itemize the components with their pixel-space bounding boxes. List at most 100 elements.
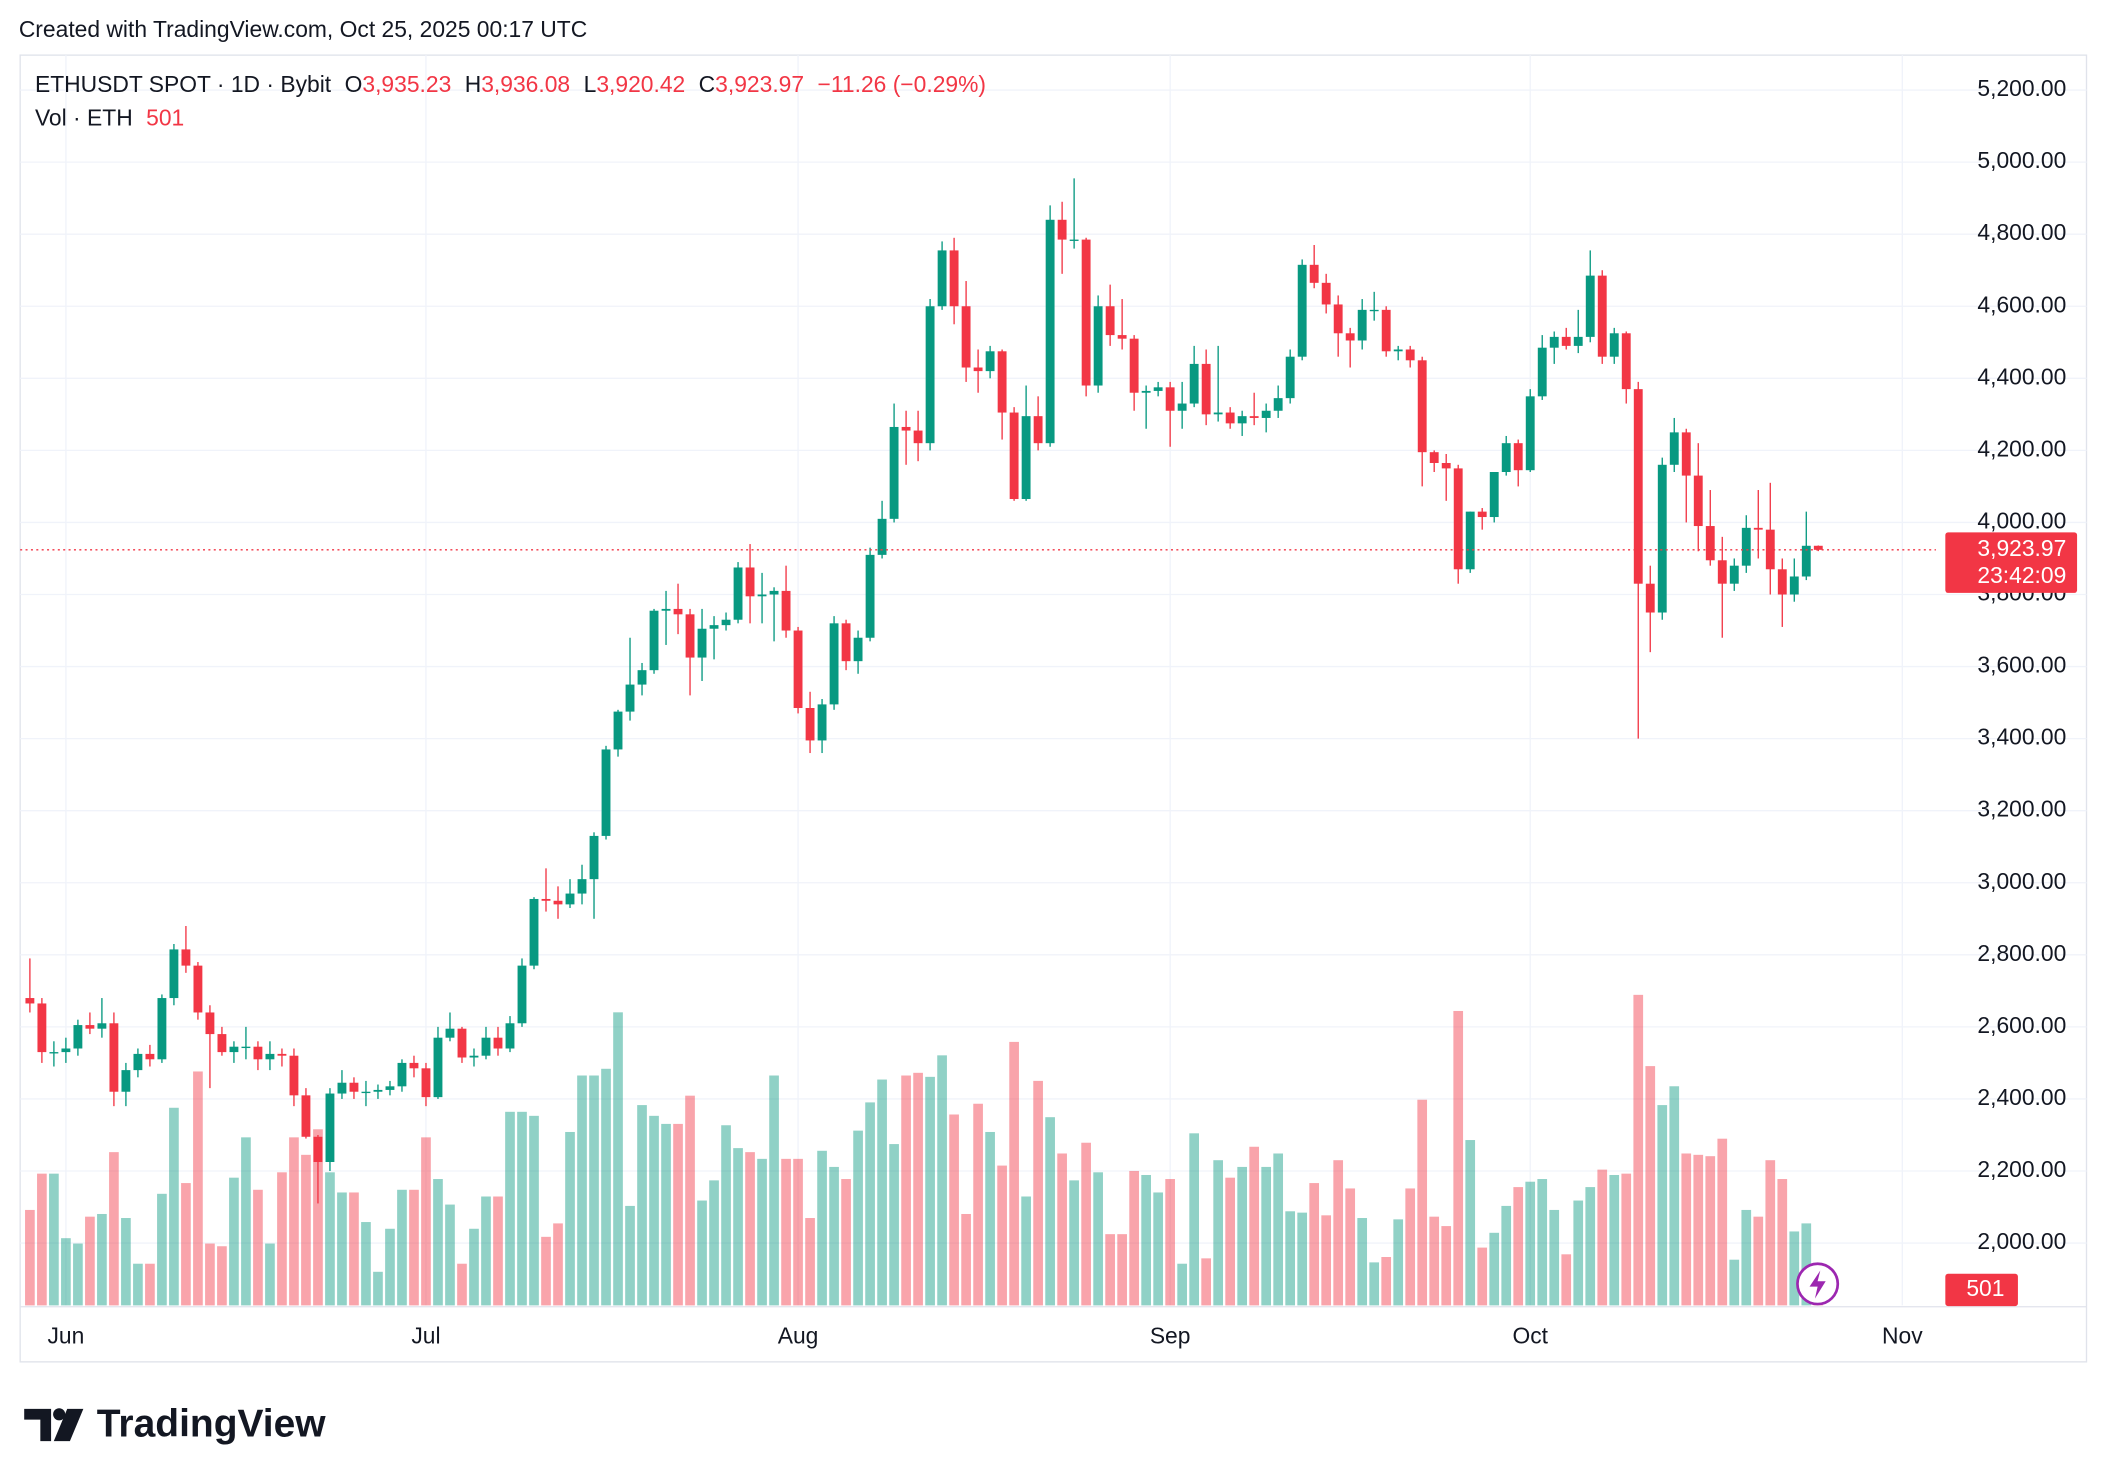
volume-bar	[1117, 1234, 1127, 1306]
candle-body	[1153, 387, 1163, 391]
y-tick-label: 4,800.00	[1977, 219, 2066, 245]
legend-item: H	[465, 71, 481, 97]
volume-bar	[1177, 1263, 1187, 1306]
volume-bar	[625, 1205, 635, 1306]
candle-body	[781, 590, 791, 631]
volume-bar	[985, 1131, 995, 1306]
candle-body	[1705, 526, 1715, 561]
volume-bar	[289, 1137, 299, 1306]
candle-body	[1609, 333, 1619, 357]
volume-bar	[481, 1196, 491, 1306]
candle-body	[133, 1053, 143, 1071]
volume-bar	[25, 1209, 35, 1306]
volume-bar	[301, 1154, 311, 1306]
y-tick-label: 4,400.00	[1977, 363, 2066, 389]
candle-body	[361, 1091, 371, 1094]
candle-body	[1285, 356, 1295, 399]
candle-body	[1753, 527, 1763, 530]
candle-body	[877, 518, 887, 555]
volume-bar	[1321, 1215, 1332, 1306]
last-volume-label: 501	[1966, 1275, 2004, 1301]
candle-body	[1513, 443, 1523, 471]
legend-item: O	[345, 71, 363, 97]
volume-bar	[877, 1079, 887, 1306]
volume-bar	[565, 1131, 575, 1306]
volume-bar	[349, 1192, 359, 1306]
volume-bar	[961, 1213, 971, 1306]
volume-bar	[505, 1111, 515, 1306]
volume-bar	[1129, 1170, 1139, 1306]
countdown: 23:42:09	[1977, 562, 2066, 588]
candle-body	[1597, 275, 1607, 357]
candle-body	[349, 1082, 359, 1092]
candle-body	[1741, 527, 1751, 566]
volume-bar	[1609, 1174, 1620, 1306]
volume-bar	[469, 1228, 479, 1306]
lightning-icon[interactable]	[1796, 1262, 1840, 1306]
candle-body	[1261, 410, 1271, 418]
candle-body	[85, 1025, 95, 1029]
volume-bar	[613, 1012, 623, 1306]
candle-body	[1393, 349, 1403, 352]
volume-bar	[1105, 1234, 1115, 1306]
volume-bar	[541, 1236, 551, 1306]
volume-bar	[1093, 1172, 1103, 1306]
candle-body	[505, 1023, 515, 1049]
candle-body	[517, 965, 527, 1024]
y-tick-label: 3,000.00	[1977, 868, 2066, 894]
volume-bar	[1513, 1187, 1524, 1306]
legend: ETHUSDT SPOT · 1D · Bybit O3,935.23 H3,936…	[35, 71, 986, 97]
candle-body	[613, 711, 623, 750]
volume-bar	[1201, 1258, 1211, 1306]
chart-frame	[19, 54, 2088, 1363]
candle-body	[853, 637, 863, 662]
volume-bar	[1765, 1160, 1776, 1306]
candle-body	[1633, 389, 1643, 584]
legend-item: 3,935.23	[362, 71, 451, 97]
candle-body	[769, 590, 779, 595]
volume-bar	[1045, 1117, 1055, 1306]
logo-part	[24, 1408, 52, 1442]
candle-body	[793, 630, 803, 709]
candle-body	[457, 1028, 467, 1058]
volume-bar	[85, 1216, 95, 1306]
volume-bar	[1213, 1160, 1223, 1306]
candle-body	[1105, 306, 1115, 336]
candle-body	[1321, 282, 1331, 305]
candle-body	[145, 1053, 155, 1060]
candle-body	[649, 610, 659, 671]
volume-bar	[1645, 1066, 1656, 1306]
volume-bar	[385, 1228, 395, 1306]
x-tick-label: Nov	[1882, 1323, 1923, 1349]
volume-bar	[1681, 1153, 1692, 1306]
volume-bar	[1069, 1180, 1079, 1306]
y-tick-label: 5,000.00	[1977, 147, 2066, 173]
volume-bar	[1753, 1216, 1764, 1306]
y-tick-label: 2,000.00	[1977, 1228, 2066, 1254]
volume-bar	[361, 1222, 371, 1306]
candle-body	[1525, 396, 1535, 471]
candle-body	[1129, 338, 1139, 393]
candle-body	[493, 1037, 503, 1049]
y-tick-label: 2,600.00	[1977, 1012, 2066, 1038]
candle-body	[997, 351, 1007, 413]
candle-body	[1729, 565, 1739, 584]
volume-legend: Vol · ETH 501	[35, 105, 184, 131]
y-tick-label: 3,600.00	[1977, 652, 2066, 678]
volume-bar	[529, 1115, 539, 1306]
legend-item: Vol · ETH	[35, 105, 133, 131]
candle-body	[1537, 347, 1547, 397]
candle-body	[1201, 363, 1211, 415]
x-tick-label: Jun	[47, 1323, 84, 1349]
logo-part	[53, 1408, 66, 1421]
volume-bar	[577, 1075, 587, 1306]
candle-body	[1237, 416, 1247, 424]
volume-bar	[1081, 1142, 1091, 1306]
volume-bar	[937, 1055, 947, 1306]
volume-bar	[1741, 1209, 1752, 1306]
legend-item: 3,936.08	[481, 71, 570, 97]
volume-bar	[61, 1238, 71, 1306]
candle-body	[1465, 511, 1475, 570]
volume-bar	[157, 1193, 167, 1306]
candle-body	[241, 1046, 251, 1049]
